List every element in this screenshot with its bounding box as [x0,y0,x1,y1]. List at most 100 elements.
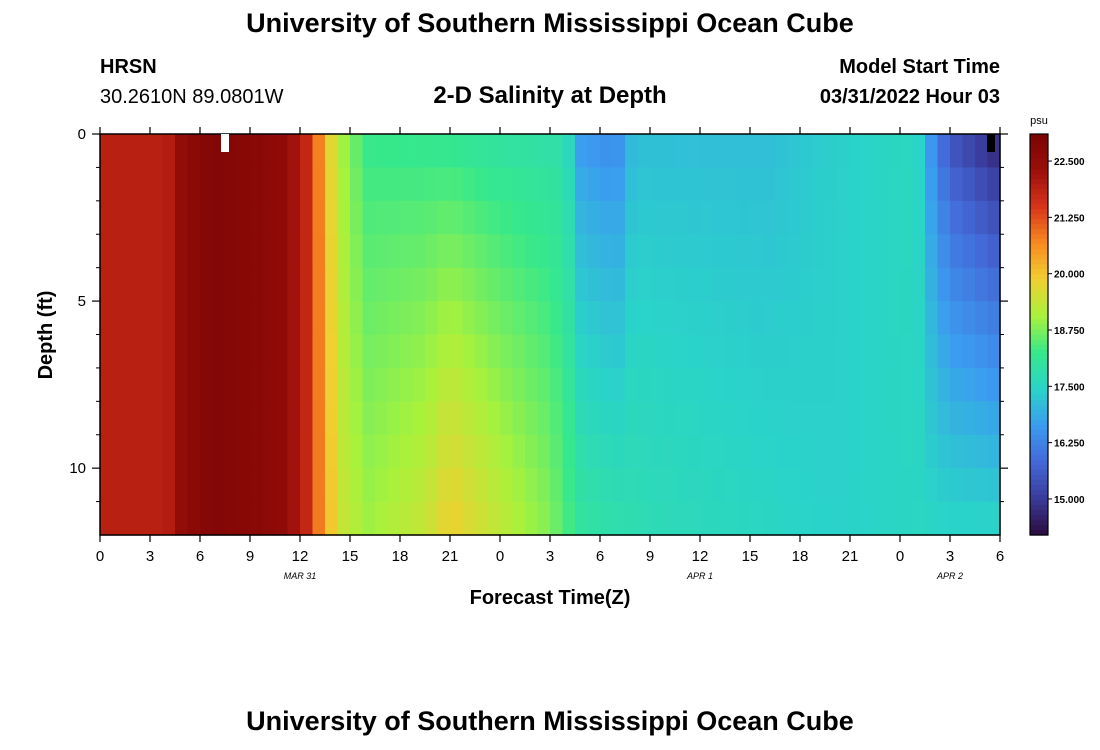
heatmap-cell [900,167,914,202]
heatmap-cell [937,167,951,202]
colorbar-swatch [1030,434,1048,441]
heatmap-cell [362,501,376,536]
heatmap-cell [162,468,176,503]
heatmap-cell [275,434,289,469]
heatmap-cell [937,234,951,269]
colorbar-swatch [1030,419,1048,426]
heatmap-cell [675,334,689,369]
heatmap-cell [437,200,451,235]
heatmap-cell [337,501,351,536]
heatmap-cell [937,200,951,235]
heatmap-cell [350,501,364,536]
colorbar-swatch [1030,174,1048,180]
x-tick-label: 3 [546,548,554,565]
heatmap-cell [762,401,776,436]
heatmap-cell [612,301,626,336]
heatmap-cell [725,367,739,402]
heatmap-cell [437,468,451,503]
heatmap-cell [662,200,676,235]
heatmap-cell [400,334,414,369]
heatmap-cell [962,234,976,269]
heatmap-cell [637,434,651,469]
heatmap-cell [850,234,864,269]
heatmap-cell [187,234,201,269]
heatmap-cell [400,301,414,336]
heatmap-cell [812,200,826,235]
heatmap-cell [600,501,614,536]
heatmap-cell [487,334,501,369]
colorbar-swatch [1030,439,1048,446]
heatmap-cell [612,401,626,436]
heatmap-cell [137,367,151,402]
heatmap-cell [825,468,839,503]
heatmap-cell [250,267,264,302]
heatmap-cell [112,134,126,169]
x-tick-label: 9 [246,548,254,565]
heatmap-cell [800,401,814,436]
heatmap-cell [837,301,851,336]
heatmap-cell [887,234,901,269]
heatmap-cell [450,267,464,302]
heatmap-cell [825,434,839,469]
heatmap-cell [562,434,576,469]
heatmap-cell [375,367,389,402]
heatmap-cell [875,434,889,469]
heatmap-cell [387,234,401,269]
heatmap-cell [300,267,314,302]
heatmap-cell [800,267,814,302]
heatmap-cell [575,401,589,436]
heatmap-cell [675,468,689,503]
heatmap-cell [387,167,401,202]
heatmap-cell [800,134,814,169]
heatmap-cell [137,334,151,369]
heatmap-cell [237,234,251,269]
heatmap-cell [537,334,551,369]
heatmap-cell [125,434,139,469]
heatmap-cell [650,468,664,503]
heatmap-cell [150,267,164,302]
heatmap-cell [837,367,851,402]
heatmap-cell [587,434,601,469]
heatmap-cell [100,301,114,336]
heatmap-cell [787,501,801,536]
heatmap-cell [312,334,326,369]
heatmap-cell [275,200,289,235]
heatmap-cell [212,267,226,302]
heatmap-cell [687,234,701,269]
heatmap-cell [262,468,276,503]
heatmap-cell [337,134,351,169]
heatmap-cell [812,267,826,302]
heatmap-cell [637,200,651,235]
heatmap-cell [150,401,164,436]
x-tick-label: 3 [946,548,954,565]
colorbar-swatch [1030,254,1048,260]
heatmap-cell [250,167,264,202]
heatmap-cell [675,401,689,436]
heatmap-cell [637,234,651,269]
salinity-chart: psu 22.500 21.250 20.000 18.750 17.500 16.250 1… [35,115,1085,609]
heatmap-cell [900,200,914,235]
heatmap-cell [275,501,289,536]
heatmap-cell [125,501,139,536]
heatmap-cell [825,367,839,402]
heatmap-cell [362,134,376,169]
heatmap-cell [637,134,651,169]
heatmap-cell [825,267,839,302]
heatmap-cell [900,334,914,369]
heatmap-cell [487,200,501,235]
heatmap-cell [287,134,301,169]
heatmap-cell [937,401,951,436]
heatmap-cell [575,334,589,369]
heatmap-cell [137,301,151,336]
heatmap-cell [787,367,801,402]
heatmap-cell [525,234,539,269]
heatmap-cell [500,267,514,302]
heatmap-cell [375,134,389,169]
heatmap-cell [250,401,264,436]
heatmap-cell [862,501,876,536]
heatmap-cell [325,334,339,369]
heatmap-cell [287,401,301,436]
heatmap-cell [500,367,514,402]
heatmap-cell [687,167,701,202]
heatmap-cell [975,434,989,469]
